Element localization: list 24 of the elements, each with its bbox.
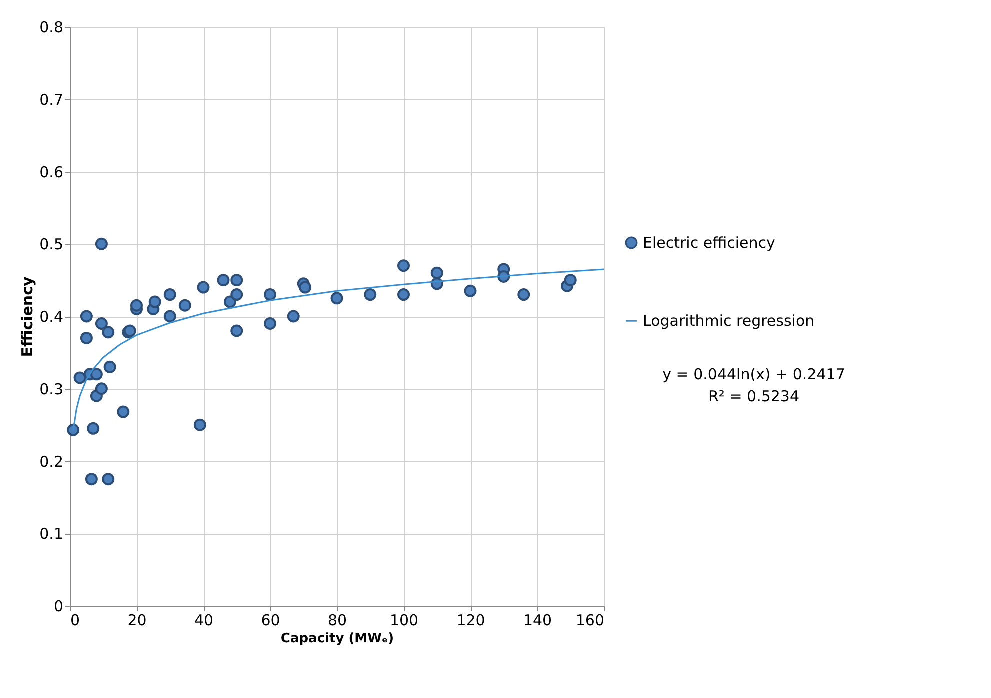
y-tick-label: 0.6 [40, 163, 64, 182]
x-tick-label: 140 [523, 612, 552, 630]
text: y = 0.044ln(x) + 0.2417 [662, 365, 846, 384]
x-tick-label: 120 [456, 612, 486, 630]
legend-label: Logarithmic regression [643, 312, 815, 330]
x-tick-label: 60 [261, 612, 280, 630]
x-tick-label: 80 [328, 612, 348, 630]
y-axis-title: Efficiency [18, 276, 37, 358]
y-tick-label: 0.1 [40, 525, 64, 544]
x-tick-label: 40 [194, 612, 214, 630]
x-tick-label: 100 [390, 612, 419, 630]
y-tick-label: 0.3 [40, 380, 64, 398]
x-tick-label: 0 [70, 612, 80, 630]
y-tick-label: 0.8 [40, 18, 64, 36]
x-axis-title: Capacity (MWₑ) [280, 632, 394, 646]
x-tick-label: 160 [576, 612, 604, 630]
legend-label: Electric efficiency [643, 234, 776, 252]
x-tick-label: 20 [128, 612, 147, 630]
y-tick-label: 0.7 [40, 90, 64, 109]
y-tick-label: 0 [54, 598, 64, 616]
text: R² = 0.5234 [708, 387, 800, 406]
y-tick-label: 0.5 [40, 236, 64, 254]
y-tick-label: 0.2 [40, 452, 64, 471]
y-tick-label: 0.4 [40, 308, 64, 326]
